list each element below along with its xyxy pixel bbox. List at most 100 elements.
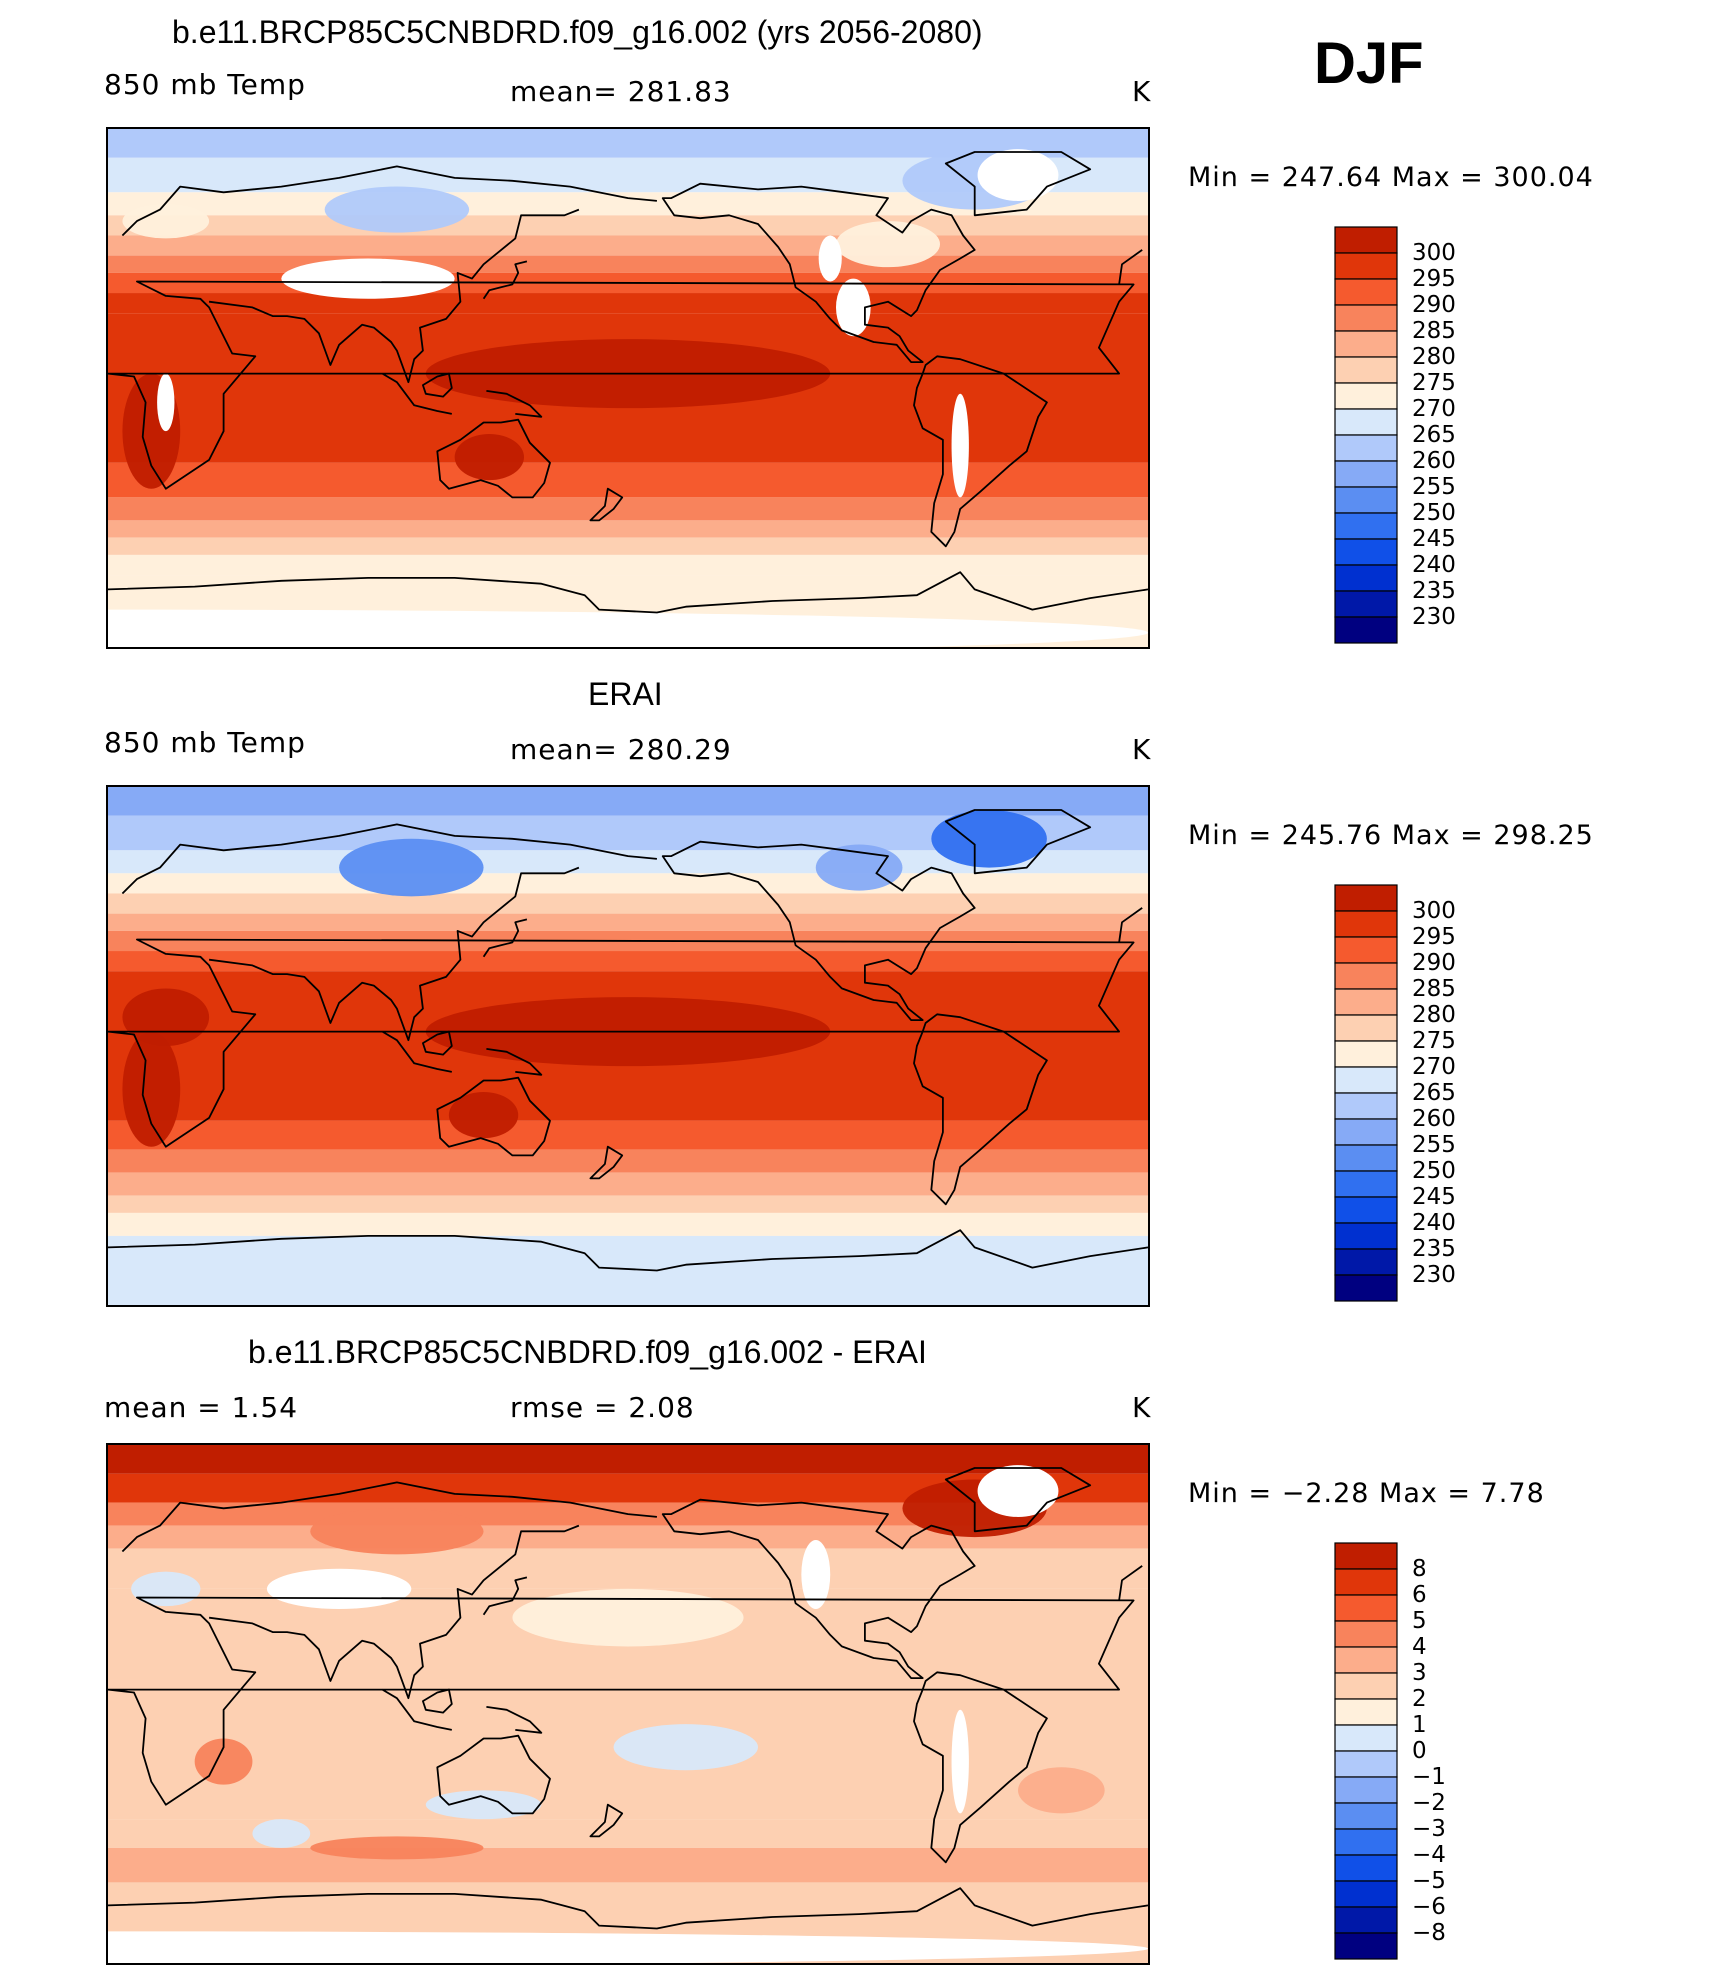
coastline — [486, 1706, 543, 1734]
masked-region — [266, 1568, 412, 1610]
coastline — [589, 487, 624, 522]
colorbar-tick-label: 285 — [1412, 318, 1456, 344]
masked-region — [818, 235, 842, 282]
colorbar-swatch — [1334, 1880, 1398, 1908]
coastline — [108, 938, 1135, 1148]
colorbar-swatch — [1334, 226, 1398, 254]
colorbar-tick-label: 265 — [1412, 422, 1456, 448]
colorbar-swatch — [1334, 1014, 1398, 1042]
coastline — [913, 1671, 1048, 1864]
coastline — [436, 1734, 551, 1815]
colorbar-swatch — [1334, 1906, 1398, 1934]
colorbar-swatch — [1334, 1274, 1398, 1302]
colorbar-tick-label: 280 — [1412, 1002, 1456, 1028]
anomaly-region — [339, 838, 484, 897]
colorbar-tick-label: 280 — [1412, 344, 1456, 370]
anomaly-region — [801, 1675, 917, 1733]
lat-band — [108, 1235, 1148, 1305]
panel-2-colorbar: 300 295 290 285 280 275 270 265 260 255 250 245 240 2… — [1334, 884, 1584, 1302]
coastline — [482, 260, 528, 300]
lat-band — [108, 235, 1148, 256]
lat-band — [108, 913, 1148, 931]
colorbar-tick-label: 265 — [1412, 1080, 1456, 1106]
colorbar-tick-label: 8 — [1412, 1556, 1427, 1582]
lat-band — [108, 554, 1148, 576]
coastline — [436, 1076, 551, 1157]
colorbar-tick-label: 230 — [1412, 604, 1456, 630]
colorbar-swatch — [1334, 356, 1398, 384]
colorbar-swatch — [1334, 1854, 1398, 1882]
coastline — [108, 280, 1135, 490]
panel-1-minmax: Min = 247.64 Max = 300.04 — [1188, 162, 1594, 193]
colorbar-swatch — [1334, 512, 1398, 540]
lat-band — [108, 293, 1148, 314]
coastline — [661, 182, 976, 363]
colorbar-tick-label: 2 — [1412, 1686, 1427, 1712]
colorbar-swatch — [1334, 434, 1398, 462]
colorbar-tick-label: −3 — [1412, 1816, 1446, 1842]
colorbar-swatch — [1334, 564, 1398, 592]
panel-1-title: b.e11.BRCP85C5CNBDRD.f09_g16.002 (yrs 20… — [172, 14, 983, 50]
colorbar-swatch — [1334, 1040, 1398, 1068]
lat-band — [108, 951, 1148, 972]
colorbar-swatch — [1334, 884, 1398, 912]
coastline — [422, 1030, 453, 1056]
panel-1-left-label: 850 mb Temp — [104, 68, 306, 101]
colorbar-swatch — [1334, 1248, 1398, 1276]
colorbar-swatch — [1334, 1750, 1398, 1778]
colorbar-tick-label: −6 — [1412, 1894, 1446, 1920]
coastline — [381, 372, 452, 415]
anomaly-region — [310, 1508, 484, 1555]
panel-3-map — [106, 1443, 1150, 1965]
colorbar-swatch — [1334, 1802, 1398, 1830]
colorbar-swatch — [1334, 278, 1398, 306]
lat-band — [108, 1548, 1148, 1589]
colorbar-swatch — [1334, 1776, 1398, 1804]
colorbar-swatch — [1334, 988, 1398, 1016]
masked-region — [801, 1539, 831, 1610]
lat-band — [108, 1212, 1148, 1236]
anomaly-region — [252, 1819, 311, 1848]
colorbar-swatch — [1334, 1568, 1398, 1596]
colorbar-swatch — [1334, 304, 1398, 332]
coastline — [121, 1481, 1143, 1601]
lat-band — [108, 520, 1148, 538]
lat-band — [108, 873, 1148, 894]
colorbar-tick-label: 240 — [1412, 552, 1456, 578]
colorbar-tick-label: 1 — [1412, 1712, 1427, 1738]
coastline — [661, 1498, 976, 1679]
colorbar-swatch — [1334, 1828, 1398, 1856]
colorbar-tick-label: 295 — [1412, 924, 1456, 950]
anomaly-region — [425, 1790, 542, 1820]
coastline — [381, 1030, 452, 1073]
panel-2-minmax: Min = 245.76 Max = 298.25 — [1188, 820, 1594, 851]
map-canvas — [108, 787, 1148, 1305]
coastline — [422, 1688, 453, 1714]
colorbar-swatch — [1334, 590, 1398, 618]
lat-band — [108, 1847, 1148, 1883]
lat-band — [108, 537, 1148, 555]
colorbar-tick-label: 255 — [1412, 1132, 1456, 1158]
anomaly-region — [815, 844, 903, 891]
coastline — [108, 1596, 1135, 1806]
lat-band — [108, 1445, 1148, 1474]
lat-band — [108, 255, 1148, 273]
coastline — [108, 1229, 1148, 1272]
colorbar-swatch — [1334, 1066, 1398, 1094]
panel-1-mean-label: mean= 281.83 — [510, 75, 732, 108]
colorbar-tick-label: 235 — [1412, 1236, 1456, 1262]
anomaly-region — [836, 221, 940, 268]
colorbar-swatch — [1334, 1170, 1398, 1198]
lat-band — [108, 497, 1148, 521]
colorbar-tick-label: 275 — [1412, 1028, 1456, 1054]
anomaly-region — [122, 203, 210, 239]
anomaly-region — [324, 186, 470, 233]
coastline — [913, 1013, 1048, 1206]
colorbar-tick-label: 275 — [1412, 370, 1456, 396]
lat-band — [108, 893, 1148, 914]
colorbar-swatch — [1334, 1698, 1398, 1726]
panel-2-map — [106, 785, 1150, 1307]
colorbar-tick-label: 290 — [1412, 950, 1456, 976]
panel-3-title: b.e11.BRCP85C5CNBDRD.f09_g16.002 - ERAI — [248, 1334, 927, 1370]
coastline — [108, 571, 1148, 614]
